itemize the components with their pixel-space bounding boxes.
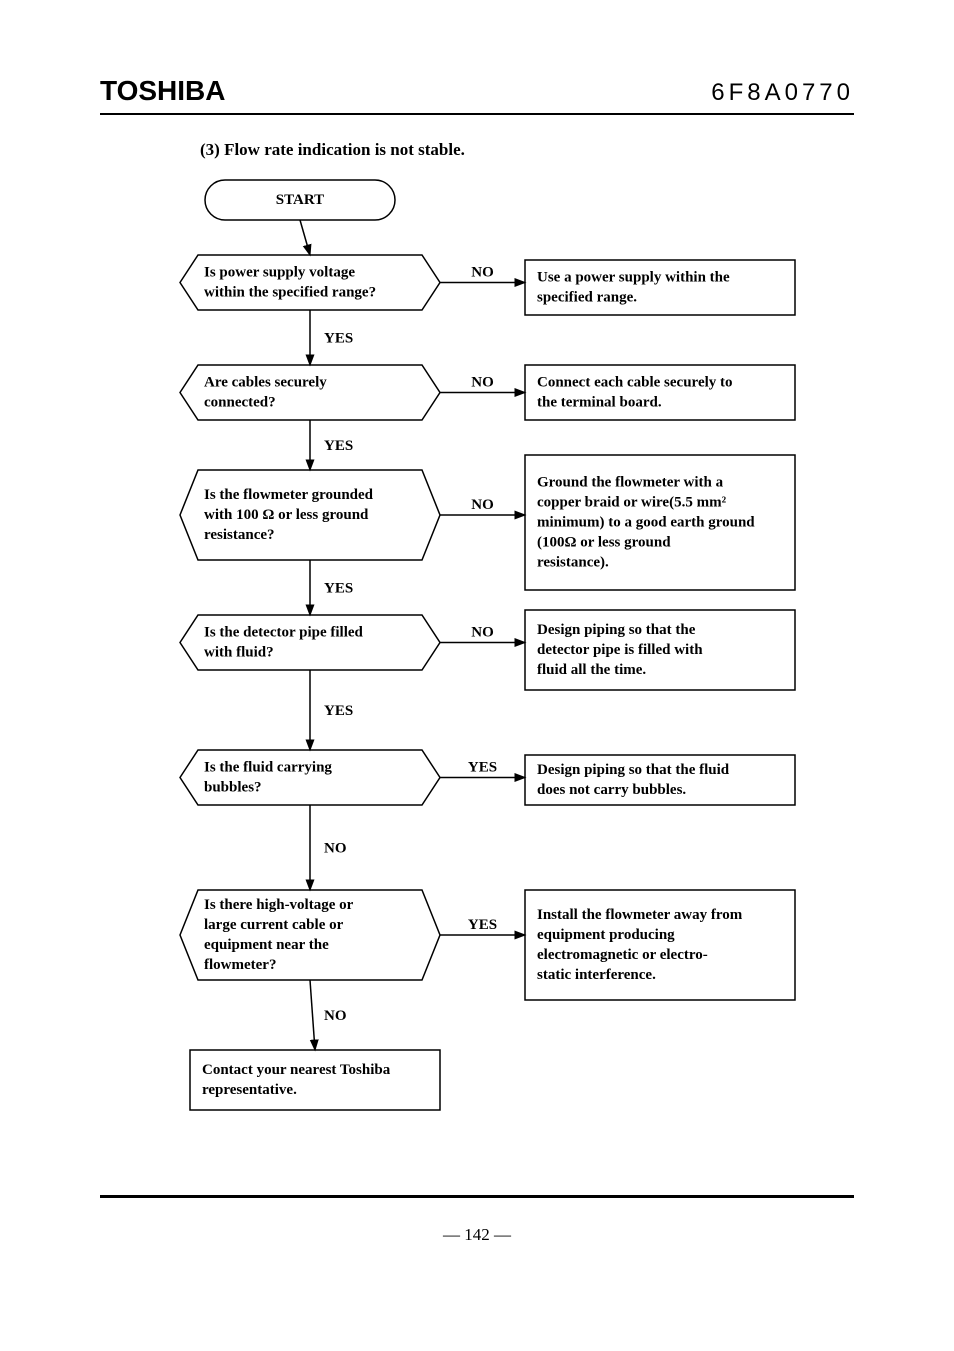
- section-title: (3) Flow rate indication is not stable.: [200, 140, 465, 160]
- svg-text:YES: YES: [324, 581, 353, 597]
- brand-logo: TOSHIBA: [100, 75, 226, 107]
- svg-text:Are cables securely: Are cables securely: [204, 375, 327, 391]
- svg-text:bubbles?: bubbles?: [204, 780, 262, 796]
- svg-text:Is the flowmeter grounded: Is the flowmeter grounded: [204, 487, 374, 503]
- svg-text:Is power supply voltage: Is power supply voltage: [204, 265, 355, 281]
- svg-text:YES: YES: [468, 917, 497, 933]
- svg-text:NO: NO: [471, 625, 494, 641]
- svg-text:Use a power supply within the: Use a power supply within the: [537, 270, 730, 286]
- svg-text:resistance).: resistance).: [537, 555, 609, 571]
- svg-text:within the specified range?: within the specified range?: [204, 285, 376, 301]
- svg-text:large current cable or: large current cable or: [204, 917, 344, 933]
- svg-text:connected?: connected?: [204, 395, 276, 411]
- svg-text:equipment near the: equipment near the: [204, 937, 329, 953]
- svg-text:the terminal board.: the terminal board.: [537, 395, 662, 411]
- svg-text:Is the detector pipe filled: Is the detector pipe filled: [204, 625, 364, 641]
- svg-text:electromagnetic or electro-: electromagnetic or electro-: [537, 947, 708, 963]
- svg-text:copper braid or wire(5.5 mm²: copper braid or wire(5.5 mm²: [537, 495, 727, 511]
- svg-text:Ground the flowmeter with a: Ground the flowmeter with a: [537, 475, 724, 491]
- svg-text:flowmeter?: flowmeter?: [204, 957, 276, 973]
- svg-text:does not carry bubbles.: does not carry bubbles.: [537, 782, 686, 798]
- svg-text:static interference.: static interference.: [537, 967, 656, 983]
- svg-text:Design piping so that the flui: Design piping so that the fluid: [537, 762, 730, 778]
- svg-text:specified range.: specified range.: [537, 290, 637, 306]
- svg-text:with fluid?: with fluid?: [204, 645, 274, 661]
- svg-text:Connect each cable securely to: Connect each cable securely to: [537, 375, 733, 391]
- page-header: TOSHIBA 6F8A0770: [100, 75, 854, 115]
- svg-text:representative.: representative.: [202, 1082, 297, 1098]
- svg-text:YES: YES: [324, 331, 353, 347]
- svg-text:NO: NO: [471, 497, 494, 513]
- svg-text:Is there high-voltage or: Is there high-voltage or: [204, 897, 354, 913]
- svg-text:Contact your nearest Toshiba: Contact your nearest Toshiba: [202, 1062, 391, 1078]
- document-number: 6F8A0770: [711, 79, 854, 107]
- flowchart: START Is power supply voltage within the s…: [100, 170, 854, 1180]
- svg-text:NO: NO: [471, 265, 494, 281]
- svg-text:YES: YES: [468, 760, 497, 776]
- svg-text:START: START: [276, 192, 324, 208]
- svg-text:with 100 Ω or less ground: with 100 Ω or less ground: [204, 507, 369, 523]
- svg-text:NO: NO: [324, 1008, 347, 1024]
- svg-text:YES: YES: [324, 438, 353, 454]
- svg-text:minimum) to a good earth groun: minimum) to a good earth ground: [537, 515, 755, 531]
- footer-rule: [100, 1195, 854, 1198]
- svg-text:NO: NO: [324, 841, 347, 857]
- svg-text:Is the fluid carrying: Is the fluid carrying: [204, 760, 332, 776]
- svg-text:resistance?: resistance?: [204, 527, 275, 543]
- page-number: — 142 —: [0, 1225, 954, 1245]
- svg-text:(100Ω or less ground: (100Ω or less ground: [537, 535, 671, 551]
- svg-text:fluid all the time.: fluid all the time.: [537, 662, 646, 678]
- svg-text:Design piping so that the: Design piping so that the: [537, 622, 696, 638]
- svg-text:Install the flowmeter away fro: Install the flowmeter away from: [537, 907, 743, 923]
- svg-text:YES: YES: [324, 703, 353, 719]
- svg-text:NO: NO: [471, 375, 494, 391]
- svg-text:detector pipe is filled with: detector pipe is filled with: [537, 642, 703, 658]
- svg-text:equipment producing: equipment producing: [537, 927, 675, 943]
